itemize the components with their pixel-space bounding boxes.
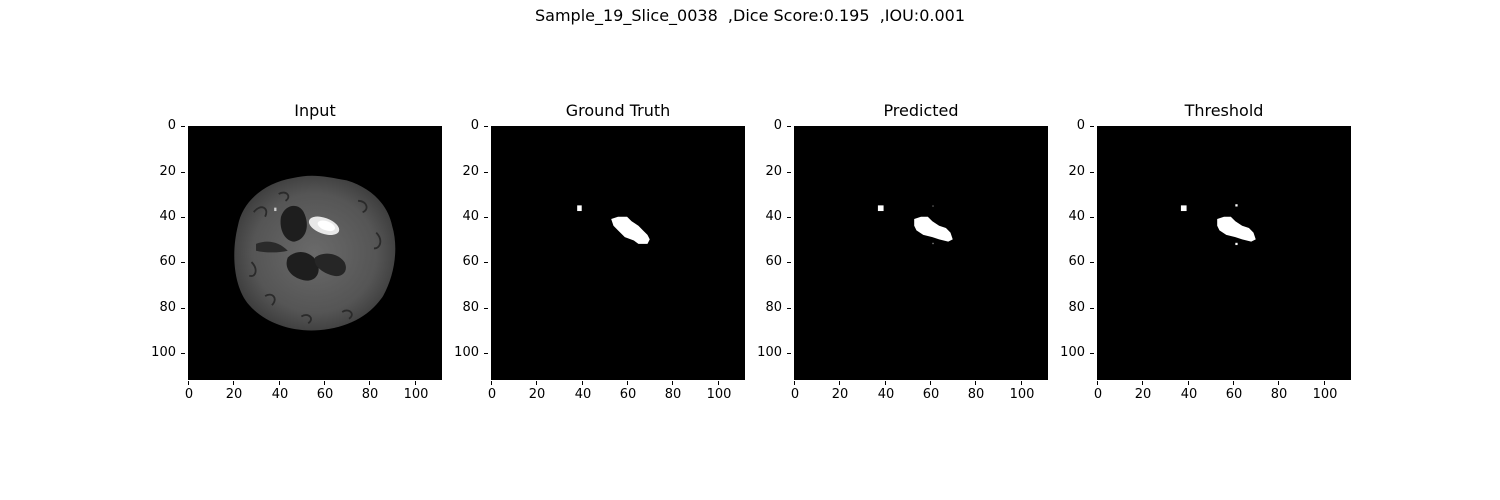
y-tick-label: 40 <box>445 210 488 224</box>
panel-title: Input <box>294 101 336 120</box>
y-tick-label: 0 <box>748 119 791 133</box>
panel-threshold: Threshold 0 20 40 60 80 100 0 20 40 60 8… <box>1059 100 1359 420</box>
x-tick-label: 0 <box>778 381 812 402</box>
x-tick-label: 0 <box>1081 381 1115 402</box>
y-tick-label: 20 <box>142 165 185 179</box>
x-tick-label: 60 <box>611 381 645 402</box>
x-tick-label: 100 <box>1005 381 1039 402</box>
y-tick-label: 0 <box>1051 119 1094 133</box>
x-tick-label: 40 <box>566 381 600 402</box>
x-tick-label: 80 <box>656 381 690 402</box>
x-tick-label: 40 <box>263 381 297 402</box>
x-tick-label: 20 <box>217 381 251 402</box>
y-tick-label: 80 <box>1051 301 1094 315</box>
predicted-mask <box>794 126 1048 380</box>
panel-title: Threshold <box>1184 101 1264 120</box>
y-tick-label: 0 <box>142 119 185 133</box>
y-tick-label: 100 <box>748 346 791 360</box>
y-tick-label: 100 <box>1051 346 1094 360</box>
threshold-mask <box>1097 126 1351 380</box>
y-tick-label: 60 <box>748 255 791 269</box>
panel-predicted: Predicted 0 20 40 60 80 100 0 20 40 60 8… <box>756 100 1056 420</box>
x-tick-label: 80 <box>1262 381 1296 402</box>
panel-title: Ground Truth <box>565 101 671 120</box>
y-tick-label: 60 <box>445 255 488 269</box>
x-tick-label: 100 <box>399 381 433 402</box>
x-tick-label: 20 <box>823 381 857 402</box>
x-tick-label: 60 <box>1217 381 1251 402</box>
y-tick-label: 20 <box>1051 165 1094 179</box>
y-tick-label: 40 <box>748 210 791 224</box>
x-tick-label: 80 <box>959 381 993 402</box>
x-tick-label: 40 <box>1172 381 1206 402</box>
y-tick-label: 20 <box>445 165 488 179</box>
x-tick-label: 60 <box>914 381 948 402</box>
x-tick-label: 0 <box>172 381 206 402</box>
x-tick-label: 0 <box>475 381 509 402</box>
y-tick-label: 60 <box>1051 255 1094 269</box>
y-tick-label: 0 <box>445 119 488 133</box>
y-tick-label: 80 <box>748 301 791 315</box>
x-tick-label: 20 <box>1126 381 1160 402</box>
y-tick-label: 100 <box>445 346 488 360</box>
x-tick-label: 100 <box>702 381 736 402</box>
y-tick-label: 80 <box>445 301 488 315</box>
x-tick-label: 80 <box>353 381 387 402</box>
y-tick-label: 100 <box>142 346 185 360</box>
panel-ground-truth: Ground Truth 0 20 40 60 80 100 0 20 40 6… <box>453 100 753 420</box>
y-tick-label: 40 <box>1051 210 1094 224</box>
panel-title: Predicted <box>883 101 959 120</box>
y-tick-label: 20 <box>748 165 791 179</box>
ground-truth-mask <box>491 126 745 380</box>
x-tick-label: 100 <box>1308 381 1342 402</box>
y-tick-label: 40 <box>142 210 185 224</box>
panel-input: Input 0 20 40 60 80 100 0 20 40 60 <box>150 100 450 420</box>
x-tick-label: 40 <box>869 381 903 402</box>
x-tick-label: 20 <box>520 381 554 402</box>
y-tick-label: 60 <box>142 255 185 269</box>
brain-mri-image <box>188 126 442 380</box>
figure-title: Sample_19_Slice_0038 ,Dice Score:0.195 ,… <box>535 6 965 25</box>
y-tick-label: 80 <box>142 301 185 315</box>
x-tick-label: 60 <box>308 381 342 402</box>
